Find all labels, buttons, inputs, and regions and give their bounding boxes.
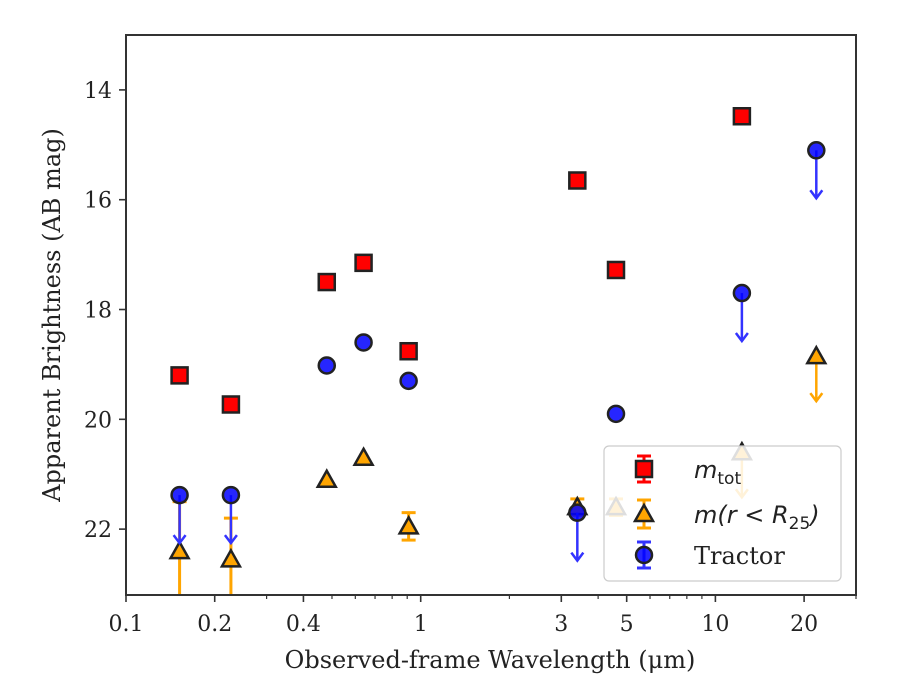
square-point-7 [732,107,752,126]
triangle-marker-4 [397,514,420,535]
square-marker-7 [732,107,752,126]
triangle-point-8 [805,344,828,404]
x-tick-label-2: 0.4 [286,612,321,637]
y-tick-label-2: 18 [84,299,112,324]
x-tick-label-1: 0.2 [197,612,232,637]
circle-point-0 [170,485,189,546]
series-tractor [170,141,826,563]
circle-marker-2 [317,356,337,375]
triangle-marker-2 [315,468,338,488]
circle-marker-3 [354,333,373,352]
triangle-marker-8 [805,344,828,365]
x-tick-label-3: 1 [414,612,428,637]
circle-arrow-1-head [223,534,238,546]
triangle-marker-1 [219,547,243,568]
x-tick-label-7: 20 [790,612,818,637]
triangle-point-2 [315,468,338,488]
circle-marker-7 [732,283,752,303]
x-tick-label-4: 3 [554,612,568,637]
y-tick-label-3: 20 [84,408,112,433]
y-tick-label-1: 16 [84,189,112,214]
square-marker-1 [221,395,241,414]
legend: mtot m(r < R25) Tractor [603,445,842,582]
square-point-4 [399,341,418,361]
x-tick-label-6: 10 [701,612,729,637]
circle-point-6 [606,404,626,424]
square-marker-3 [354,253,373,273]
legend-label-m-tot: mtot [694,456,741,489]
circle-arrow-8-head [809,189,824,201]
circle-point-2 [317,356,337,375]
circle-marker-4 [399,371,418,391]
legend-circle-marker [634,545,654,565]
circle-point-4 [399,371,418,391]
square-point-6 [606,260,626,280]
circle-point-8 [807,141,826,201]
legend-label-m-r-R25-tail: ) [808,501,819,529]
legend-label-m-r-R25: m(r < R25) [694,501,820,534]
square-point-2 [317,272,337,292]
square-point-5 [568,171,587,190]
circle-marker-6 [606,404,626,424]
triangle-point-4 [397,511,420,542]
circle-arrow-7-head [734,332,749,344]
ticks-layer: 0.1 0.2 0.4 1 3 5 10 20 14 16 18 20 22 [84,79,857,637]
triangle-marker-0 [168,539,191,560]
y-tick-label-4: 22 [84,518,112,543]
circle-marker-0 [170,485,189,505]
x-tick-label-5: 5 [620,612,634,637]
square-point-1 [221,395,241,414]
x-tick-label-0: 0.1 [109,612,144,637]
circle-arrow-0-head [172,534,187,546]
triangle-point-3 [352,446,375,466]
square-point-3 [354,253,373,273]
y-tick-label-0: 14 [84,79,112,104]
square-marker-4 [399,341,418,361]
series-m-tot [170,107,752,414]
triangle-arrow-8-head [809,392,824,404]
circle-point-5 [568,503,587,563]
legend-label-m-tot-sub: tot [717,469,741,489]
square-marker-0 [170,366,189,385]
legend-label-m-r-R25-main: m(r < R [694,501,789,529]
circle-arrow-5-head [570,551,585,563]
legend-label-m-r-R25-sub: 25 [789,514,811,534]
square-point-0 [170,366,189,385]
circle-point-7 [732,283,752,344]
square-marker-5 [568,171,587,190]
circle-marker-8 [807,141,826,160]
triangle-marker-3 [352,446,375,466]
square-marker-2 [317,272,337,292]
square-marker-6 [606,260,626,280]
circle-point-1 [221,485,241,546]
legend-label-tractor: Tractor [694,542,785,570]
legend-label-m-tot-main: m [694,456,717,484]
circle-marker-1 [221,485,241,505]
circle-point-3 [354,333,373,352]
legend-triangle-marker [632,502,656,523]
plot-frame [125,34,857,596]
legend-square-marker [634,459,654,479]
circle-marker-5 [568,503,587,522]
y-axis-label: Apparent Brightness (AB mag) [38,128,66,503]
legend-box [603,445,842,582]
x-axis-label: Observed-frame Wavelength (μm) [285,646,696,674]
